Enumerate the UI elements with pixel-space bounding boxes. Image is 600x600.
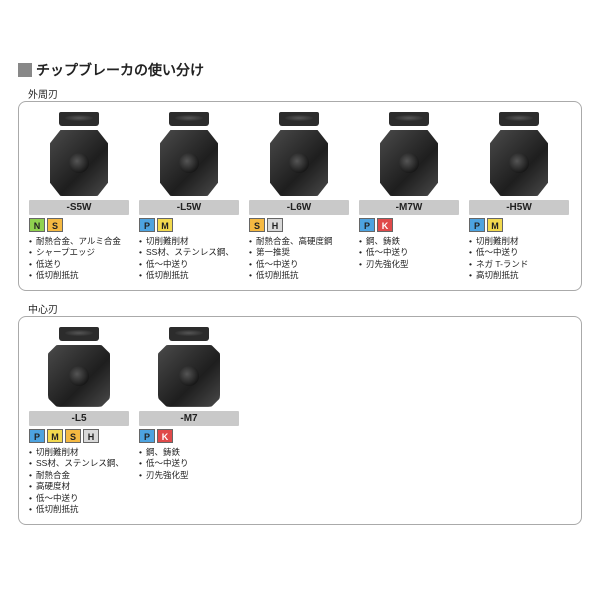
material-tag: M <box>47 429 63 443</box>
title-text: チップブレーカの使い分け <box>36 60 204 80</box>
card: -L6W SH 耐熱合金、高硬度鋼第一推奨低〜中送り低切削抵抗 <box>249 112 349 282</box>
code-label: -L6W <box>249 200 349 215</box>
page-title: チップブレーカの使い分け <box>18 60 582 80</box>
list-item: 低〜中送り <box>139 259 239 270</box>
card: -M7 PK 鋼、鋳鉄低〜中送り刃先強化型 <box>139 327 239 516</box>
material-tag: S <box>249 218 265 232</box>
material-tag: P <box>139 218 155 232</box>
material-tag: M <box>157 218 173 232</box>
feature-list: 鋼、鋳鉄低〜中送り刃先強化型 <box>139 447 239 481</box>
list-item: 切削難削材 <box>139 236 239 247</box>
cards-row: -S5WNS耐熱合金、アルミ合金シャープエッジ低送り低切削抵抗-L5WPM切削難… <box>29 112 571 282</box>
tag-row: SH <box>249 218 349 232</box>
list-item: SS材、ステンレス鋼、 <box>29 458 129 469</box>
group-box: -L5PMSH切削難削材SS材、ステンレス鋼、耐熱合金高硬度材低〜中送り低切削抵… <box>18 316 582 525</box>
code-label: -H5W <box>469 200 569 215</box>
section-label: 中心刃 <box>24 301 62 316</box>
feature-list: 切削難削材SS材、ステンレス鋼、低〜中送り低切削抵抗 <box>139 236 239 282</box>
card: -M7W PK 鋼、鋳鉄低〜中送り刃先強化型 <box>359 112 459 282</box>
list-item: シャープエッジ <box>29 247 129 258</box>
list-item: 低切削抵抗 <box>29 504 129 515</box>
feature-list: 切削難削材低〜中送りネガ T-ランド高切削抵抗 <box>469 236 569 282</box>
material-tag: S <box>47 218 63 232</box>
insert-icon <box>490 130 548 196</box>
list-item: 低〜中送り <box>249 259 349 270</box>
feature-list: 鋼、鋳鉄低〜中送り刃先強化型 <box>359 236 459 270</box>
chip-profile-icon <box>499 112 539 126</box>
list-item: 耐熱合金、アルミ合金 <box>29 236 129 247</box>
material-tag: M <box>487 218 503 232</box>
list-item: 刃先強化型 <box>139 470 239 481</box>
code-label: -L5 <box>29 411 129 426</box>
tag-row: NS <box>29 218 129 232</box>
card: -S5W NS 耐熱合金、アルミ合金シャープエッジ低送り低切削抵抗 <box>29 112 129 282</box>
tag-row: PK <box>359 218 459 232</box>
list-item: 低切削抵抗 <box>139 270 239 281</box>
insert-icon <box>160 130 218 196</box>
material-tag: P <box>359 218 375 232</box>
list-item: 低切削抵抗 <box>249 270 349 281</box>
tag-row: PK <box>139 429 239 443</box>
card: -L5 PMSH 切削難削材SS材、ステンレス鋼、耐熱合金高硬度材低〜中送り低切削抵… <box>29 327 129 516</box>
material-tag: P <box>469 218 485 232</box>
material-tag: K <box>377 218 393 232</box>
list-item: 耐熱合金、高硬度鋼 <box>249 236 349 247</box>
chip-profile-icon <box>59 112 99 126</box>
insert-icon <box>158 345 220 407</box>
list-item: 低〜中送り <box>359 247 459 258</box>
card: -H5W PM 切削難削材低〜中送りネガ T-ランド高切削抵抗 <box>469 112 569 282</box>
code-label: -S5W <box>29 200 129 215</box>
list-item: 鋼、鋳鉄 <box>359 236 459 247</box>
group-box: -S5WNS耐熱合金、アルミ合金シャープエッジ低送り低切削抵抗-L5WPM切削難… <box>18 101 582 291</box>
card: -L5W PM 切削難削材SS材、ステンレス鋼、低〜中送り低切削抵抗 <box>139 112 239 282</box>
insert-icon <box>380 130 438 196</box>
code-label: -M7W <box>359 200 459 215</box>
chip-profile-icon <box>279 112 319 126</box>
material-tag: H <box>83 429 99 443</box>
tag-row: PMSH <box>29 429 129 443</box>
tag-row: PM <box>139 218 239 232</box>
section-label: 外周刃 <box>24 86 62 101</box>
material-tag: H <box>267 218 283 232</box>
material-tag: P <box>29 429 45 443</box>
chip-profile-icon <box>169 327 209 341</box>
tag-row: PM <box>469 218 569 232</box>
list-item: 耐熱合金 <box>29 470 129 481</box>
feature-list: 耐熱合金、アルミ合金シャープエッジ低送り低切削抵抗 <box>29 236 129 282</box>
list-item: 低〜中送り <box>29 493 129 504</box>
list-item: 低〜中送り <box>139 458 239 469</box>
chip-profile-icon <box>59 327 99 341</box>
title-square-icon <box>18 63 32 77</box>
list-item: 鋼、鋳鉄 <box>139 447 239 458</box>
material-tag: P <box>139 429 155 443</box>
list-item: 高切削抵抗 <box>469 270 569 281</box>
code-label: -L5W <box>139 200 239 215</box>
feature-list: 切削難削材SS材、ステンレス鋼、耐熱合金高硬度材低〜中送り低切削抵抗 <box>29 447 129 516</box>
material-tag: S <box>65 429 81 443</box>
material-tag: N <box>29 218 45 232</box>
list-item: ネガ T-ランド <box>469 259 569 270</box>
material-tag: K <box>157 429 173 443</box>
insert-icon <box>48 345 110 407</box>
list-item: 低〜中送り <box>469 247 569 258</box>
insert-icon <box>270 130 328 196</box>
list-item: SS材、ステンレス鋼、 <box>139 247 239 258</box>
list-item: 低送り <box>29 259 129 270</box>
list-item: 切削難削材 <box>469 236 569 247</box>
chip-profile-icon <box>169 112 209 126</box>
cards-row: -L5PMSH切削難削材SS材、ステンレス鋼、耐熱合金高硬度材低〜中送り低切削抵… <box>29 327 571 516</box>
code-label: -M7 <box>139 411 239 426</box>
list-item: 高硬度材 <box>29 481 129 492</box>
list-item: 第一推奨 <box>249 247 349 258</box>
list-item: 刃先強化型 <box>359 259 459 270</box>
insert-icon <box>50 130 108 196</box>
list-item: 切削難削材 <box>29 447 129 458</box>
chip-profile-icon <box>389 112 429 126</box>
list-item: 低切削抵抗 <box>29 270 129 281</box>
feature-list: 耐熱合金、高硬度鋼第一推奨低〜中送り低切削抵抗 <box>249 236 349 282</box>
